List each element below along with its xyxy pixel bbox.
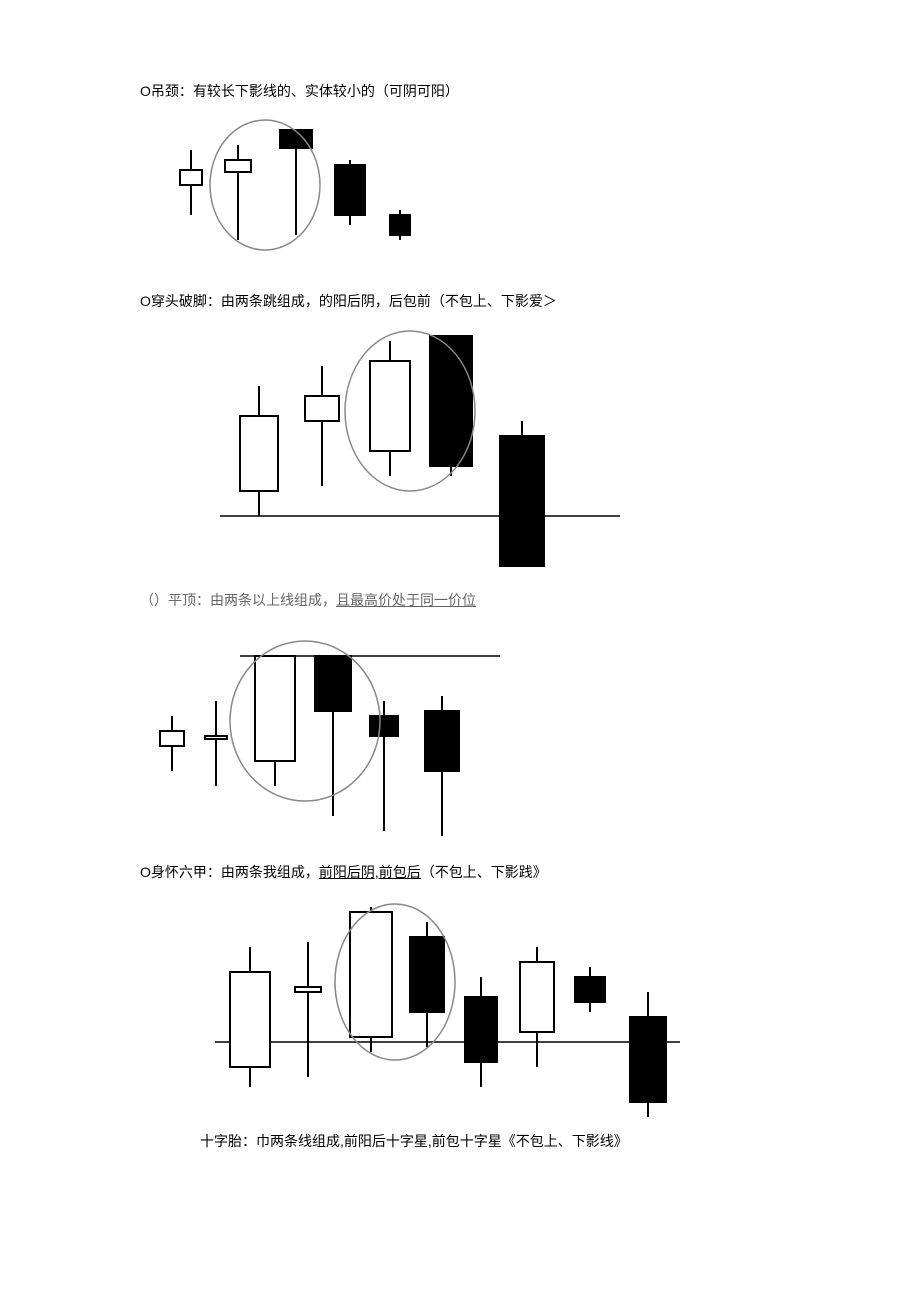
chart-harami — [200, 892, 700, 1122]
caption-4: O身怀六甲：由两条我组成，前阳后阴,前包后（不包上、下影践》 — [140, 861, 780, 883]
section-hanging-man: O吊颈：有较长下影线的、实体较小的（可阴可阳） — [140, 80, 780, 270]
section-harami: O身怀六甲：由两条我组成，前阳后阴,前包后（不包上、下影践》 十字胎：巾两条线组… — [140, 861, 780, 1152]
caption-1: O吊颈：有较长下影线的、实体较小的（可阴可阳） — [140, 80, 780, 102]
caption-4-underline: 前阳后阴,前包后 — [319, 864, 421, 880]
caption-3-text: （）平顶：由两条以上线组成， — [140, 594, 336, 609]
chart-hanging-man — [160, 110, 520, 270]
caption-3: （）平顶：由两条以上线组成，且最高价处于同一价位 — [140, 591, 780, 613]
caption-2: O穿头破脚：由两条跳组成，的阳后阴，后包前（不包上、下影爱＞ — [140, 290, 780, 312]
caption-5: 十字胎：巾两条线组成,前阳后十字星,前包十字星《不包上、下影线》 — [200, 1130, 780, 1152]
caption-3-underline: 且最高价处于同一价位 — [336, 594, 476, 609]
document-page: O吊颈：有较长下影线的、实体较小的（可阴可阳） O穿头破脚：由两条跳组成，的阳后… — [0, 0, 920, 1232]
caption-4-tail: （不包上、下影践》 — [421, 864, 547, 880]
chart-flat-top — [140, 621, 540, 841]
section-flat-top: （）平顶：由两条以上线组成，且最高价处于同一价位 — [140, 591, 780, 841]
section-engulfing: O穿头破脚：由两条跳组成，的阳后阴，后包前（不包上、下影爱＞ — [140, 290, 780, 570]
caption-4-text: O身怀六甲：由两条我组成， — [140, 864, 319, 880]
chart-engulfing — [200, 321, 640, 571]
